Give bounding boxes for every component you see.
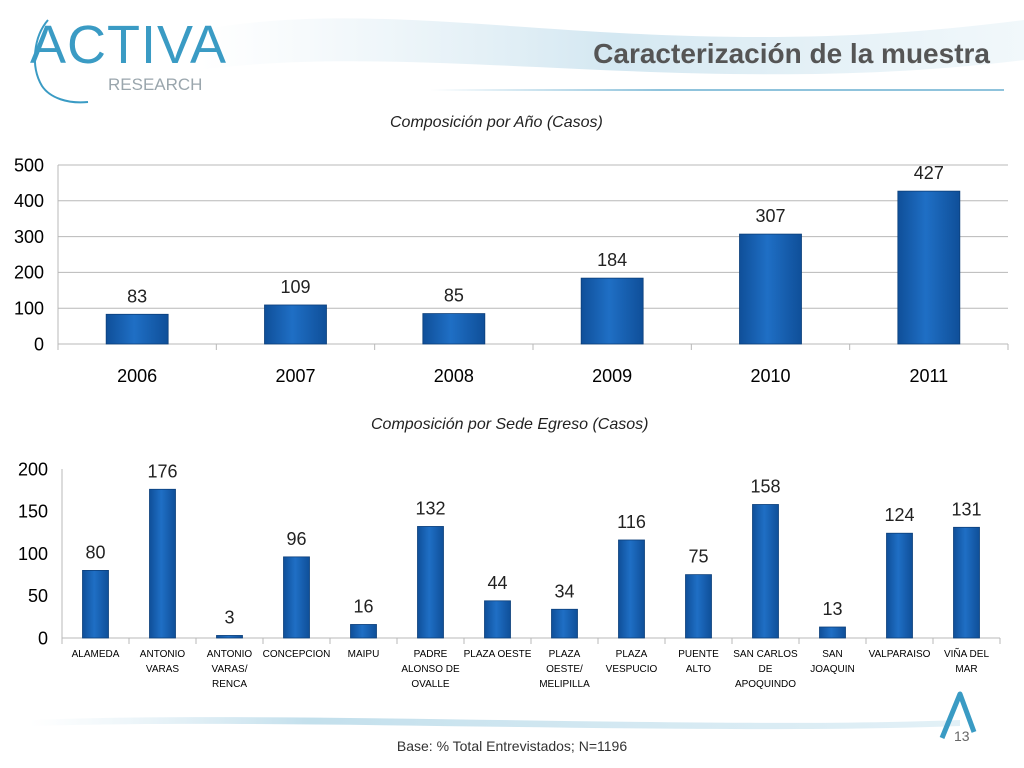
bar (739, 233, 802, 345)
data-label: 176 (147, 461, 177, 481)
y-tick-label: 100 (18, 544, 48, 564)
base-note: Base: % Total Entrevistados; N=1196 (396, 738, 628, 754)
y-tick-label: 150 (18, 502, 48, 522)
x-tick-label: VALPARAISO (869, 649, 931, 660)
bar (551, 608, 578, 639)
x-tick-label: PLAZA OESTE/MELIPILLA (539, 649, 590, 690)
data-label: 83 (127, 286, 147, 306)
data-label: 427 (914, 163, 944, 183)
bar (685, 574, 712, 639)
footer-logo-icon (939, 691, 977, 739)
x-tick-label: 2010 (750, 366, 790, 386)
x-tick-label: MAIPU (348, 649, 380, 660)
page-number: 13 (954, 728, 970, 744)
data-label: 16 (353, 596, 373, 616)
bar (422, 313, 486, 345)
y-tick-label: 300 (14, 227, 44, 247)
bar (149, 488, 176, 639)
data-label: 3 (224, 607, 234, 627)
footer-wave-decoration (30, 717, 960, 730)
title-underline (430, 89, 1004, 91)
logo-swoosh-icon (33, 19, 89, 104)
x-tick-label: PLAZA OESTE (464, 649, 532, 660)
data-label: 131 (951, 499, 981, 519)
bar (283, 556, 310, 639)
bar (752, 504, 779, 639)
data-label: 75 (688, 547, 708, 567)
y-tick-label: 500 (14, 155, 44, 175)
data-label: 96 (286, 529, 306, 549)
chart-year: 0 100 200 300 400 500 83 2006 109 2007 85 2008 184 20… (14, 155, 1009, 386)
y-tick-label: 0 (38, 628, 48, 648)
y-tick-label: 50 (28, 586, 48, 606)
bar (580, 277, 644, 345)
bar (618, 539, 645, 639)
x-tick-label: ANTONIO VARAS (140, 649, 186, 675)
data-label: 132 (415, 498, 445, 518)
x-tick-label: 2008 (434, 366, 474, 386)
bar (484, 600, 511, 639)
data-label: 184 (597, 250, 627, 270)
page-title: Caracterización de la muestra (593, 38, 990, 69)
header-wave-decoration (200, 18, 1024, 75)
bar (417, 526, 444, 639)
data-label: 44 (487, 573, 507, 593)
x-tick-label: 2007 (275, 366, 315, 386)
bar (264, 304, 327, 345)
x-tick-label: SAN JOAQUIN (810, 649, 854, 675)
data-label: 80 (85, 542, 105, 562)
bar (886, 532, 913, 639)
chart-sede: 0 50 100 150 200 80 ALAMEDA 176 ANTONIO VARAS 3 ANT… (18, 459, 1001, 690)
chart-title-year: Composición por Año (Casos) (390, 114, 603, 131)
data-label: 307 (755, 206, 785, 226)
logo-name: ACTIVA (30, 15, 228, 75)
x-tick-label: PUENTE ALTO (678, 649, 719, 675)
data-label: 85 (444, 286, 464, 306)
bar (350, 624, 377, 639)
x-tick-label: SAN CARLOS DE APOQUINDO (733, 649, 798, 690)
x-tick-label: 2006 (117, 366, 157, 386)
data-label: 34 (554, 581, 574, 601)
x-tick-label: PADRE ALONSO DE OVALLE (401, 649, 460, 690)
y-tick-label: 200 (18, 459, 48, 479)
data-label: 124 (884, 505, 914, 525)
x-tick-label: PLAZA VESPUCIO (606, 649, 658, 675)
x-tick-label: VIÑA DEL MAR (944, 647, 989, 675)
bar (897, 190, 961, 345)
x-tick-label: CONCEPCION (263, 649, 331, 660)
bar (819, 626, 846, 639)
data-label: 109 (280, 277, 310, 297)
data-label: 13 (822, 599, 842, 619)
bar (105, 313, 169, 345)
data-label: 158 (750, 476, 780, 496)
y-tick-label: 100 (14, 299, 44, 319)
y-tick-label: 200 (14, 263, 44, 283)
bar (82, 570, 109, 639)
x-tick-label: ALAMEDA (72, 649, 120, 660)
x-tick-label: 2011 (909, 366, 948, 386)
activa-research-logo (28, 16, 218, 106)
chart-title-sede: Composición por Sede Egreso (Casos) (371, 416, 649, 433)
logo-subtitle: RESEARCH (108, 75, 203, 94)
data-label: 116 (617, 512, 646, 532)
y-tick-label: 0 (34, 334, 44, 354)
bar (216, 635, 243, 639)
y-tick-label: 400 (14, 191, 44, 211)
x-tick-label: 2009 (592, 366, 632, 386)
x-tick-label: ANTONIO VARAS/RENCA (207, 649, 253, 690)
bar (953, 526, 980, 639)
